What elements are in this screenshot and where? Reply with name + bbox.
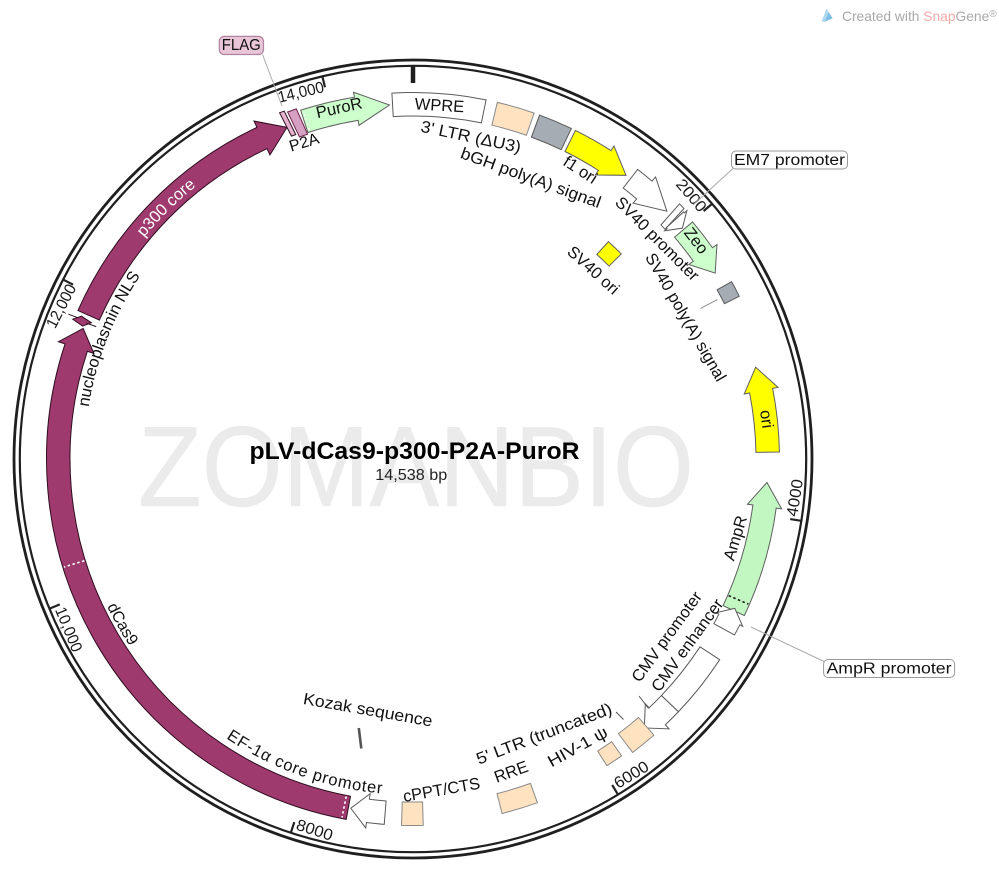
svg-text:14,538 bp: 14,538 bp [375,467,447,484]
svg-text:4000: 4000 [784,478,807,518]
svg-text:AmpR promoter: AmpR promoter [827,660,952,677]
svg-text:WPRE: WPRE [414,95,465,116]
svg-text:ori: ori [756,409,776,430]
svg-text:Created with SnapGene®: Created with SnapGene® [842,9,997,24]
svg-text:EM7 promoter: EM7 promoter [734,152,845,169]
svg-text:FLAG: FLAG [222,37,261,54]
svg-text:ZOMANBIO: ZOMANBIO [138,404,694,531]
svg-text:pLV-dCas9-p300-P2A-PuroR: pLV-dCas9-p300-P2A-PuroR [250,438,580,465]
